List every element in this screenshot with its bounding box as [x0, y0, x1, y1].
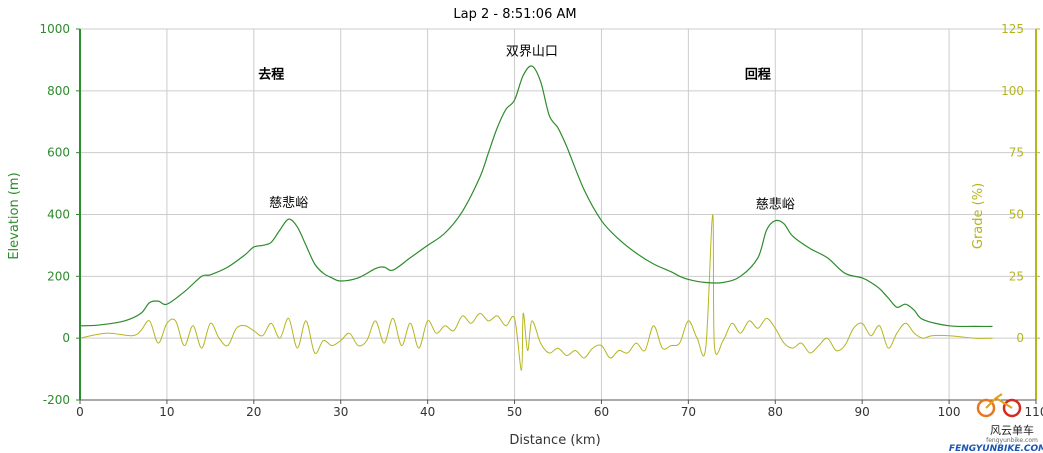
- y-left-tick-label: 1000: [39, 22, 70, 36]
- x-tick-label: 100: [938, 405, 961, 419]
- y-right-tick-label: 125: [1001, 22, 1024, 36]
- y-left-tick-label: 800: [47, 84, 70, 98]
- x-tick-label: 20: [246, 405, 261, 419]
- x-tick-label: 110: [1025, 405, 1043, 419]
- logo-url: FENGYUNBIKE.COM: [949, 444, 1043, 453]
- y-axis-label-right: Grade (%): [971, 183, 986, 249]
- annotation-label: 去程: [258, 66, 284, 82]
- tick-labels: 0 10 20 30 40 50 60 70 80 90 100 110 -200 0 200 400 600 8…: [39, 22, 1043, 419]
- x-tick-label: 90: [855, 405, 870, 419]
- y-right-tick-label: 75: [1009, 146, 1024, 160]
- brand-logo: 风云单车 fengyunbike.com FENGYUNBIKE.COM: [949, 393, 1043, 453]
- logo-domain: fengyunbike.com: [986, 437, 1038, 444]
- grade-line: [79, 213, 993, 371]
- y-left-tick-label: 600: [47, 146, 70, 160]
- grade-series: [79, 213, 993, 371]
- elevation-series: [79, 65, 993, 328]
- y-left-tick-label: 0: [62, 331, 70, 345]
- y-left-tick-label: -200: [43, 393, 70, 407]
- x-tick-label: 0: [76, 405, 84, 419]
- y-right-tick-label: 25: [1009, 269, 1024, 283]
- elevation-line: [79, 65, 993, 328]
- x-tick-label: 60: [594, 405, 609, 419]
- x-tick-label: 40: [420, 405, 435, 419]
- bicycle-icon: [976, 393, 1022, 418]
- annotation-label: 回程: [745, 67, 771, 82]
- x-tick-label: 70: [681, 405, 696, 419]
- x-axis-label: Distance (km): [509, 433, 600, 448]
- annotation-label: 慈悲峪: [756, 196, 795, 212]
- y-left-tick-label: 400: [47, 208, 70, 222]
- y-right-tick-label: 50: [1009, 208, 1024, 222]
- y-axis-label-left: Elevation (m): [7, 172, 22, 259]
- y-right-tick-label: 0: [1016, 331, 1024, 345]
- x-tick-label: 50: [507, 405, 522, 419]
- logo-name: 风云单车: [990, 423, 1034, 437]
- chart-title: Lap 2 - 8:51:06 AM: [453, 7, 576, 22]
- y-right-tick-label: 100: [1001, 84, 1024, 98]
- x-tick-label: 30: [333, 405, 348, 419]
- annotation-label: 双界山口: [506, 44, 558, 59]
- annotation-label: 慈悲峪: [269, 195, 308, 211]
- y-left-tick-label: 200: [47, 269, 70, 283]
- x-tick-label: 80: [768, 405, 783, 419]
- x-tick-label: 10: [159, 405, 174, 419]
